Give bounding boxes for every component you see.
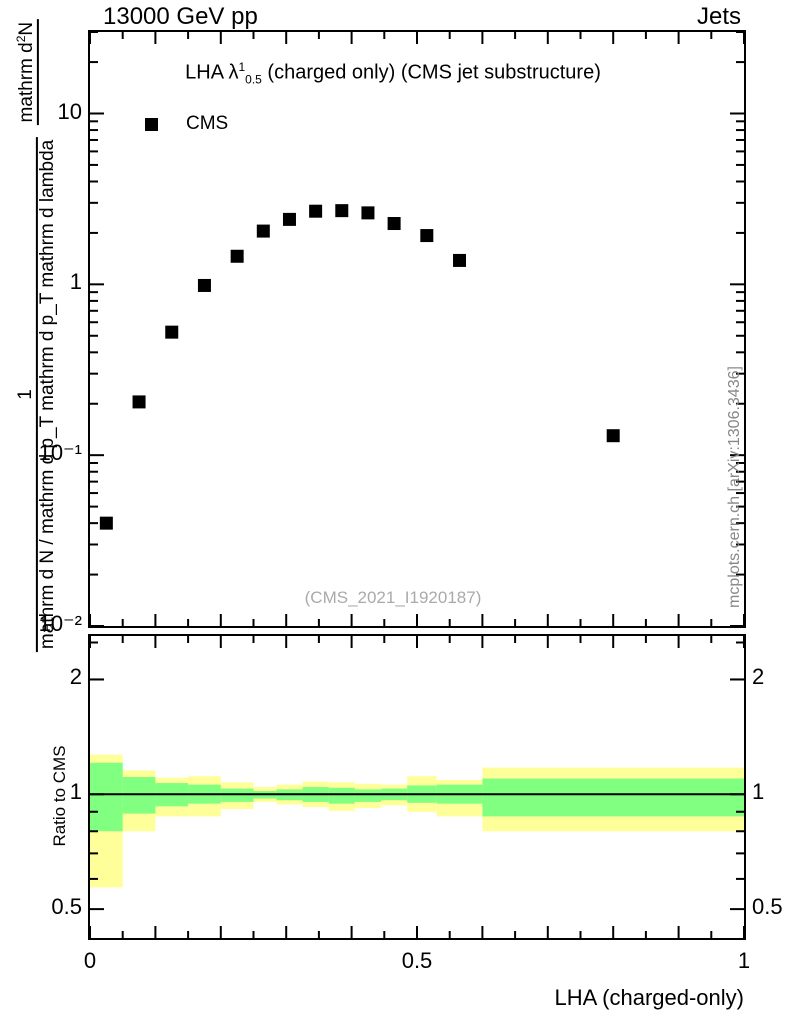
data-point <box>165 325 179 339</box>
xtick-label: 1 <box>737 948 751 973</box>
ratio-band-inner <box>90 762 123 832</box>
ratio-plot-panel <box>88 634 746 940</box>
main-ytick-label: 10⁻² <box>38 611 82 636</box>
data-point <box>132 395 146 409</box>
ratio-band-inner <box>122 777 156 814</box>
header-category: Jets <box>696 3 741 30</box>
main-yaxis-d2-sup: 2 <box>13 35 28 43</box>
analysis-id-watermark: (CMS_2021_I1920187) <box>304 588 482 607</box>
plot-title-post: (charged only) (CMS jet substructure) <box>261 61 601 84</box>
legend: CMS <box>145 113 228 135</box>
ratio-ytick-label-left: 1 <box>69 779 82 805</box>
ratio-band-inner <box>354 789 382 802</box>
ratio-ytick-label-left: 2 <box>69 664 82 690</box>
header-collision-energy: 13000 GeV pp <box>103 3 258 30</box>
data-point <box>282 212 296 226</box>
ratio-band-inner <box>482 778 744 817</box>
main-plot-panel <box>88 30 746 628</box>
ratio-ytick-label-right: 1 <box>752 779 765 805</box>
data-point <box>309 204 323 218</box>
plot-title-symbol: λ <box>228 61 239 84</box>
xaxis-label: LHA (charged-only) <box>554 985 744 1010</box>
xtick-label: 0 <box>83 948 97 973</box>
main-ytick-label: 10 <box>57 98 82 124</box>
main-plot-canvas <box>90 32 744 626</box>
data-point <box>335 204 349 218</box>
main-yaxis-d2-tail: N <box>16 21 38 36</box>
data-point <box>387 217 401 231</box>
data-point <box>361 206 375 220</box>
legend-marker-cms <box>145 117 158 131</box>
data-point <box>606 429 620 443</box>
data-point <box>197 278 211 292</box>
main-yaxis-label-fraction: 1 mathrm d N / mathrm d p_T mathrm d p_T… <box>15 136 59 653</box>
data-point <box>453 253 467 267</box>
main-yaxis-label: 1 mathrm d N / mathrm d p_T mathrm d p_T… <box>14 18 59 653</box>
ratio-ytick-label-right: 2 <box>752 664 765 690</box>
data-point <box>256 224 270 238</box>
plot-title-superscript: 1 <box>238 60 246 74</box>
data-point <box>99 516 113 530</box>
ratio-plot-canvas <box>90 636 744 938</box>
main-ytick-label: 1 <box>69 269 82 295</box>
plot-title-subscript: 0.5 <box>245 72 262 87</box>
main-ytick-label: 10⁻¹ <box>38 440 82 466</box>
data-point <box>230 249 244 263</box>
plot-title: LHA λ10.5 (charged only) (CMS jet substr… <box>0 60 786 87</box>
xtick-label: 0.5 <box>401 948 433 973</box>
main-yaxis-label-numerator: 1 <box>15 136 39 653</box>
ratio-ytick-label-left: 0.5 <box>51 894 82 920</box>
main-yaxis-label-denominator: mathrm d N / mathrm d p_T mathrm d p_T m… <box>37 139 59 650</box>
data-point <box>420 229 434 243</box>
legend-label-cms: CMS <box>186 113 229 134</box>
plot-title-pre: LHA <box>185 61 229 84</box>
ratio-band-inner <box>328 787 355 804</box>
ratio-ytick-label-right: 0.5 <box>752 894 783 920</box>
